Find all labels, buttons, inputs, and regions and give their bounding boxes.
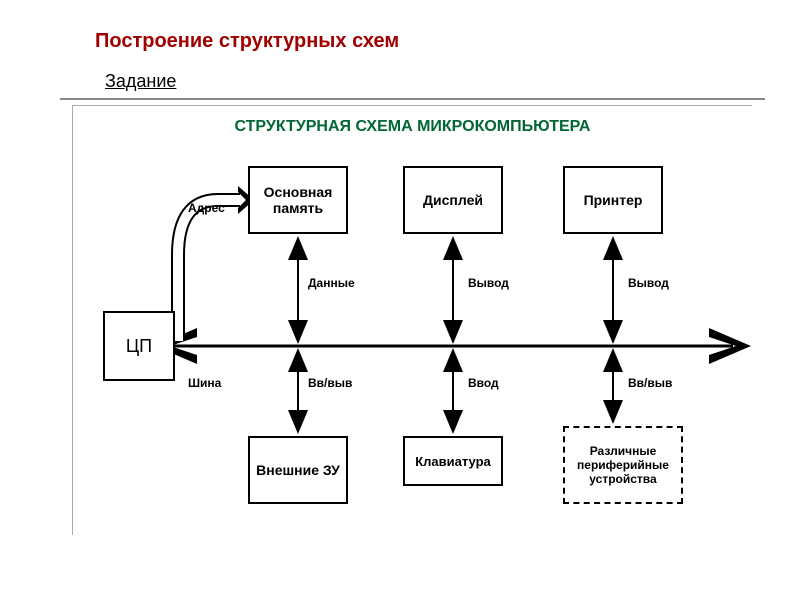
label-out1: Вывод <box>468 276 509 290</box>
node-kbd: Клавиатура <box>403 436 503 486</box>
node-mem: Основная память <box>248 166 348 234</box>
label-addr: Адрес <box>188 201 225 215</box>
node-periph: Различные периферийные устройства <box>563 426 683 504</box>
label-data: Данные <box>308 276 355 290</box>
label-out2: Вывод <box>628 276 669 290</box>
header-divider <box>60 98 765 100</box>
slide-title: Построение структурных схем <box>0 0 800 53</box>
node-cpu: ЦП <box>103 311 175 381</box>
label-bus: Шина <box>188 376 221 390</box>
diagram-canvas: СТРУКТУРНАЯ СХЕМА МИКРОКОМПЬЮТЕРА ЦПОсно… <box>72 105 752 535</box>
node-display: Дисплей <box>403 166 503 234</box>
task-label: Задание <box>0 53 176 96</box>
label-io1: Вв/выв <box>308 376 352 390</box>
label-io2: Вв/выв <box>628 376 672 390</box>
label-in: Ввод <box>468 376 499 390</box>
node-printer: Принтер <box>563 166 663 234</box>
node-ext: Внешние ЗУ <box>248 436 348 504</box>
